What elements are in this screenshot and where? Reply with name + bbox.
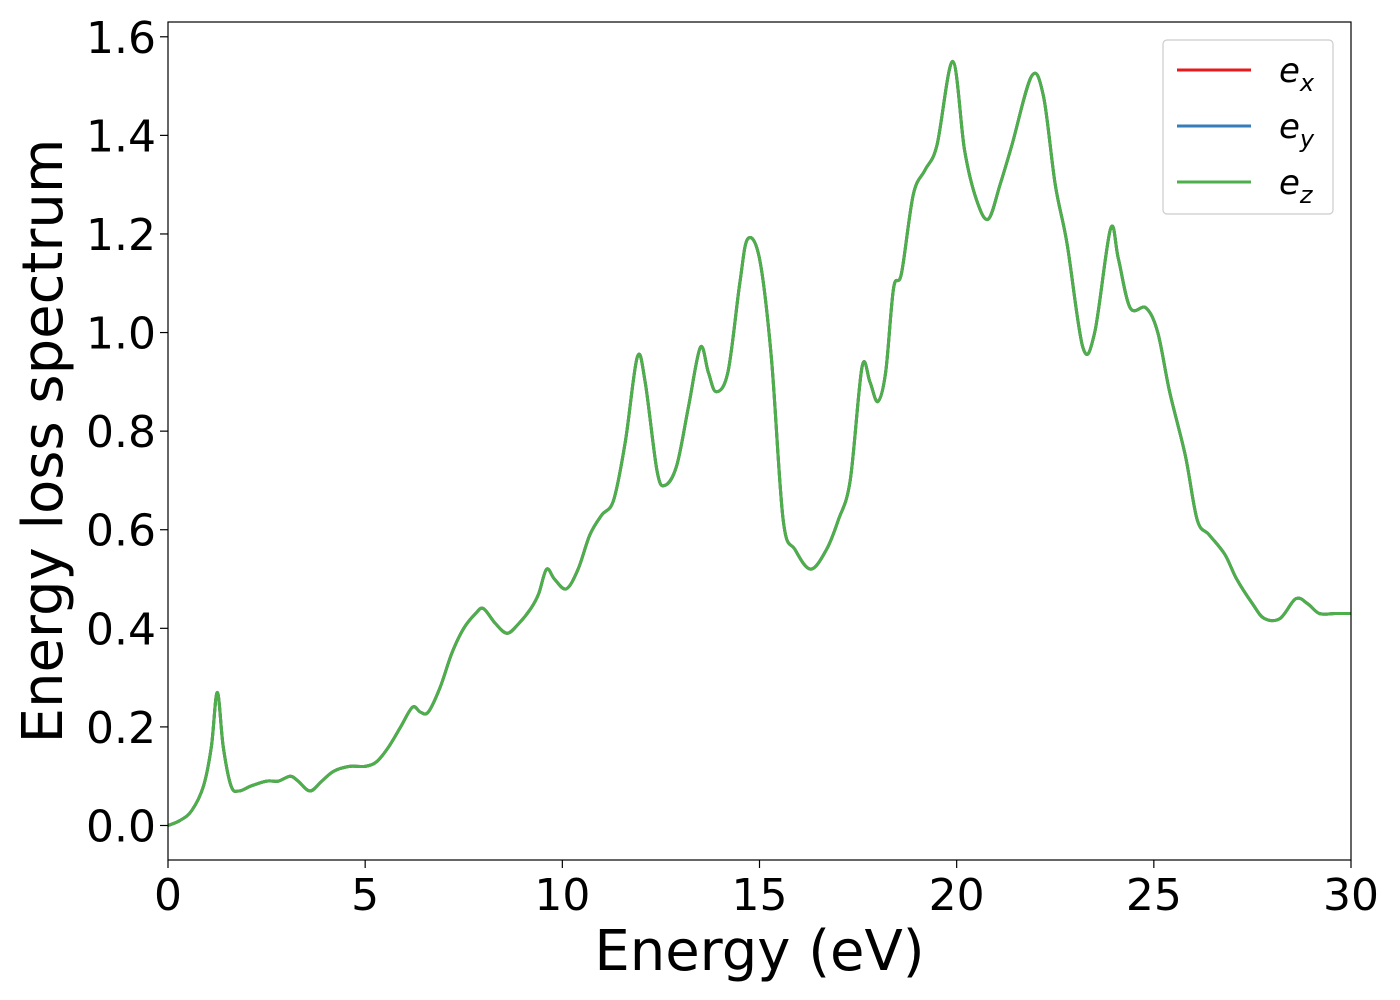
y-tick-label: 1.6 xyxy=(86,13,156,64)
x-tick-label: 0 xyxy=(154,870,182,921)
x-tick-label: 10 xyxy=(534,870,590,921)
y-tick-label: 1.0 xyxy=(86,309,156,360)
y-tick-label: 0.0 xyxy=(86,801,156,852)
plot-area xyxy=(168,59,1351,827)
y-tick-label: 0.8 xyxy=(86,407,156,458)
y-tick-label: 0.2 xyxy=(86,703,156,754)
legend-label-ex: ex xyxy=(1279,51,1315,97)
x-tick-label: 5 xyxy=(351,870,379,921)
y-tick-label: 0.4 xyxy=(86,604,156,655)
legend-label-ey: ey xyxy=(1279,107,1315,153)
y-axis: 0.0 0.2 0.4 0.6 0.8 1.0 1.2 1.4 1.6 xyxy=(86,13,168,852)
y-axis-label: Energy loss spectrum xyxy=(11,139,76,744)
x-tick-label: 30 xyxy=(1323,870,1379,921)
x-tick-label: 25 xyxy=(1126,870,1182,921)
x-axis: 0 5 10 15 20 25 30 xyxy=(154,860,1379,921)
series-line-ez xyxy=(168,59,1351,827)
plot-frame xyxy=(167,21,1352,861)
y-tick-label: 1.4 xyxy=(86,111,156,162)
x-tick-label: 15 xyxy=(732,870,788,921)
y-tick-label: 1.2 xyxy=(86,210,156,261)
x-axis-label: Energy (eV) xyxy=(594,919,924,984)
legend: ex ey ez xyxy=(1162,39,1334,215)
y-tick-label: 0.6 xyxy=(86,506,156,557)
legend-label-ez: ez xyxy=(1279,163,1314,209)
x-tick-label: 20 xyxy=(929,870,985,921)
